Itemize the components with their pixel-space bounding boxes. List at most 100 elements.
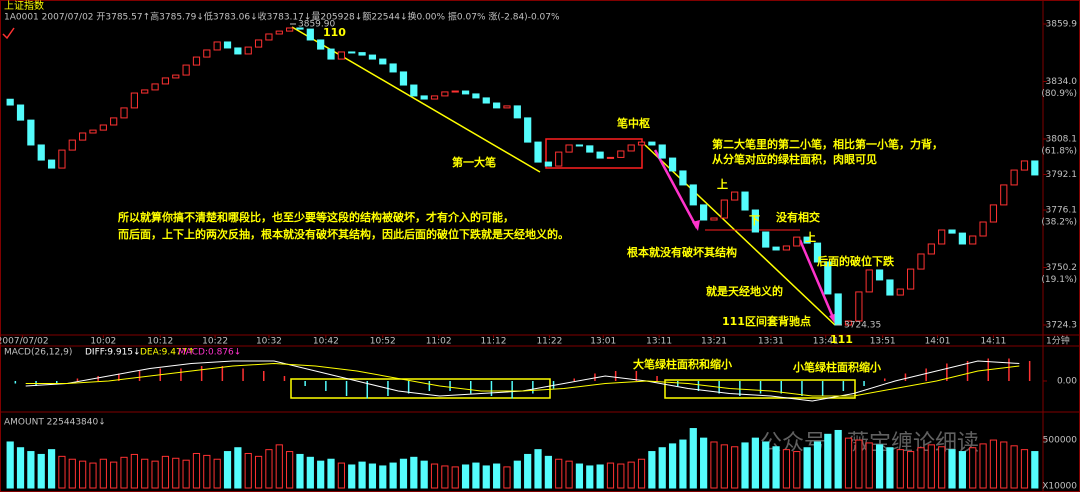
candle xyxy=(451,90,459,93)
volume-bar xyxy=(865,442,873,489)
legend-entry: DEA:9.477↑ xyxy=(140,348,195,358)
candle xyxy=(141,89,149,94)
volume-bar xyxy=(617,463,625,489)
volume-bar xyxy=(555,458,563,489)
volume-bar xyxy=(192,452,201,489)
annotation: 就是天经地义的 xyxy=(706,284,783,298)
volume-bar xyxy=(689,428,697,489)
fib-label: (19.1%) xyxy=(1041,275,1077,285)
y-tick-label: 500000 xyxy=(1043,436,1078,446)
period: 1分钟 xyxy=(1046,335,1070,347)
volume-bar xyxy=(327,458,335,489)
volume-bar xyxy=(658,447,666,489)
candle xyxy=(234,47,242,55)
legend-entry: MACD:0.876↓ xyxy=(178,348,241,358)
volume-bar xyxy=(358,461,366,489)
volume-bar xyxy=(182,459,190,489)
y-tick-label: 3750.2 xyxy=(1046,263,1078,273)
x-tick-label: 13:31 xyxy=(758,337,784,347)
volume-bar xyxy=(834,429,842,489)
annotation: 大笔绿柱面积和缩小 xyxy=(633,357,732,371)
candle xyxy=(658,144,666,159)
annotation: 后面的破位下跌 xyxy=(817,254,895,268)
candle xyxy=(410,84,418,97)
candle xyxy=(472,93,480,99)
volume-bar xyxy=(79,460,87,489)
candle xyxy=(68,139,76,151)
x-tick-label: 13:21 xyxy=(701,337,727,347)
volume-bar xyxy=(907,451,915,489)
volume-bar xyxy=(627,461,635,489)
volume-bar xyxy=(700,437,708,489)
volume-bar xyxy=(720,444,728,489)
candle xyxy=(337,51,345,60)
candle xyxy=(741,191,749,211)
volume-bar xyxy=(948,449,956,489)
volume-bar xyxy=(379,465,387,489)
volume-bar xyxy=(917,447,925,489)
annotation: 没有相交 xyxy=(776,210,820,224)
candle xyxy=(286,27,294,32)
volume-bar xyxy=(348,464,356,489)
candle xyxy=(203,49,211,58)
volume-bar xyxy=(969,447,977,489)
volume-bar xyxy=(493,463,501,489)
candle xyxy=(637,141,646,146)
candle xyxy=(306,28,314,41)
candle xyxy=(182,64,190,76)
candle xyxy=(989,204,998,223)
candle xyxy=(938,229,946,245)
candle xyxy=(37,144,45,161)
candle xyxy=(368,54,377,60)
candle xyxy=(430,95,439,100)
candle xyxy=(296,27,304,30)
candle xyxy=(58,149,66,169)
candle xyxy=(482,97,490,104)
volume-bar xyxy=(399,458,408,489)
candle xyxy=(720,199,728,219)
candle xyxy=(917,253,925,270)
volume-bar xyxy=(141,458,149,489)
candle xyxy=(700,204,708,221)
annotation: 110 xyxy=(323,26,346,39)
candle xyxy=(161,77,170,85)
candle xyxy=(772,246,780,251)
candle xyxy=(679,170,687,186)
candle xyxy=(544,161,552,167)
volume-bar xyxy=(389,462,397,489)
candle xyxy=(534,141,542,163)
candle xyxy=(793,236,801,247)
trend-line xyxy=(644,144,836,326)
volume-bar xyxy=(938,446,946,489)
candle xyxy=(575,144,584,147)
volume-bar xyxy=(451,466,459,489)
volume-bar xyxy=(958,451,966,489)
unit-label: X10000 xyxy=(1042,482,1077,492)
candle xyxy=(213,41,221,51)
volume-bar xyxy=(803,447,811,489)
volume-bar xyxy=(751,437,759,489)
volume-bar xyxy=(110,461,118,489)
macd-line xyxy=(25,362,1020,397)
annotation: 第一大笔 xyxy=(452,155,496,169)
x-tick-label: 11:22 xyxy=(536,337,562,347)
fib-label: (61.8%) xyxy=(1041,146,1077,156)
volume-bar xyxy=(824,433,832,489)
volume-bar xyxy=(927,444,935,489)
volume-bar xyxy=(793,451,801,489)
y-tick-label: 3859.9 xyxy=(1046,19,1078,29)
volume-bar xyxy=(213,458,221,489)
volume-bar xyxy=(875,444,884,489)
candle xyxy=(555,151,563,167)
candle xyxy=(493,102,501,109)
candle xyxy=(524,117,532,143)
volume-bar xyxy=(254,455,263,489)
volume-bar xyxy=(410,456,418,489)
candle xyxy=(844,320,853,326)
volume-bar xyxy=(524,453,532,489)
arrowhead xyxy=(692,220,700,231)
candle xyxy=(420,95,428,100)
volume-bar xyxy=(296,453,304,489)
candle xyxy=(16,104,25,121)
